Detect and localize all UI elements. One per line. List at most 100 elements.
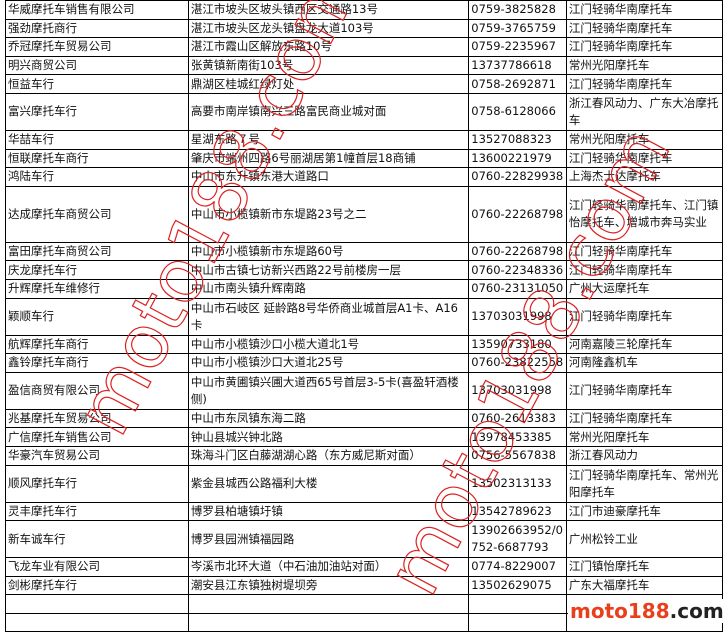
brand-cell: 河南隆鑫机车 [565, 353, 723, 373]
brand-cell: 江门轻骑华南摩托车 [565, 148, 723, 169]
table-row: 航辉摩托车商行 中山市小榄镇沙口小榄大道北1号 13590733180 河南嘉陵三轮摩… [5, 334, 723, 355]
dealer-name-cell: 盈信商贸有限公司 [5, 371, 189, 410]
table-row: 恒联摩托车商行 肇庆市端州四路6号丽湖居第1幢首层18商铺 13600221979 江… [5, 148, 723, 169]
brand-cell: 江门轻骑华南摩托车 [565, 37, 723, 57]
address-cell: 中山市小榄镇新市东堤路23号之二 [187, 185, 470, 243]
phone-cell: 0760-23131050 [468, 278, 567, 299]
table-row: 强劲摩托商行 湛江市坡头区龙头镇盘龙大道103号 0759-3765759 江门轻骑华… [5, 18, 723, 39]
phone-cell: 0759-2235967 [468, 37, 567, 57]
dealer-name-cell: 华威摩托车销售有限公司 [5, 0, 189, 20]
dealer-name-cell: 达成摩托车商贸公司 [5, 185, 189, 243]
brand-cell: 江门轻骑华南摩托车 [565, 260, 723, 280]
dealer-name-cell: 华喆车行 [5, 129, 189, 150]
dealer-name-cell: 航辉摩托车商行 [5, 334, 189, 355]
dealer-name-cell: 剑彬摩托车行 [5, 575, 189, 596]
dealer-name-cell: 颖顺车行 [5, 297, 189, 336]
brand-cell: 江门轻骑华南摩托车 [565, 241, 723, 262]
dealer-name-cell: 鸿陆车行 [5, 167, 189, 187]
table-row: 飞龙车业有限公司 岑溪市北环大道（中石油加油站对面） 0774-8229007 江门镇… [5, 557, 723, 577]
brand-cell: 江门市迪豪摩托车 [565, 501, 723, 522]
dealer-name-cell: 富田摩托车商贸公司 [5, 241, 189, 262]
table-row: 盈信商贸有限公司 中山市黄圃镇兴圃大道西65号首层3-5卡(喜盈轩酒楼侧) 1370… [5, 371, 723, 410]
table-row: 鑫铃摩托车商行 中山市小榄镇沙口大道北25号 0760-23822558 河南隆鑫机车 [5, 353, 723, 373]
address-cell: 中山市黄圃镇兴圃大道西65号首层3-5卡(喜盈轩酒楼侧) [187, 371, 470, 410]
brand-cell: 浙江春风动力、广东大冶摩托车 [565, 92, 723, 131]
address-cell: 肇庆市端州四路6号丽湖居第1幢首层18商铺 [187, 148, 470, 169]
brand-cell: 广东大福摩托车 [565, 575, 723, 596]
table-row: 顺风摩托车行 紫金县城西公路福利大楼 13502313133 江门轻骑华南摩托车、常州… [5, 464, 723, 503]
brand-cell: 江门轻骑华南摩托车 [565, 371, 723, 410]
dealer-name-cell: 恒联摩托车商行 [5, 148, 189, 169]
dealer-name-cell: 飞龙车业有限公司 [5, 557, 189, 577]
address-cell: 中山市东凤镇东海二路 [187, 408, 470, 429]
phone-cell: 0758-2692871 [468, 74, 567, 94]
phone-cell [468, 594, 567, 614]
dealer-name-cell: 灵丰摩托车行 [5, 501, 189, 522]
brand-cell: 江门镇怡摩托车 [565, 557, 723, 577]
address-cell [187, 594, 470, 614]
phone-cell: 13703031998 [468, 371, 567, 410]
table-row: 明兴商贸公司 张黄镇新南街103号 13737786618 常州光阳摩托车 [5, 55, 723, 76]
brand-cell: 上海杰士达摩托车 [565, 167, 723, 187]
phone-cell: 0759-3765759 [468, 18, 567, 39]
table-row: 华威摩托车销售有限公司 湛江市坡头区坡头镇西区交通路13号 0759-3825828… [5, 0, 723, 20]
brand-cell: 河南嘉陵三轮摩托车 [565, 334, 723, 355]
table-row: 新车诚车行 博罗县园洲镇福园路 13902663952/0752-6687793 广州… [5, 520, 723, 559]
table-row: 灵丰摩托车行 博罗县柏塘镇圩镇 13542789623 江门市迪豪摩托车 [5, 501, 723, 522]
dealer-name-cell: 鑫铃摩托车商行 [5, 353, 189, 373]
address-cell: 鼎湖区桂城红绿灯处 [187, 74, 470, 94]
address-cell: 高要市南岸镇南兴三路富民商业城对面 [187, 92, 470, 131]
address-cell: 湛江市霞山区解放东路10号 [187, 37, 470, 57]
table-row: 剑彬摩托车行 潮安县江东镇独树堤坝旁 13502629075 广东大福摩托车 [5, 575, 723, 596]
brand-cell: 常州光阳摩托车 [565, 427, 723, 447]
phone-cell: 13978453385 [468, 427, 567, 447]
phone-cell: 0760-22829938 [468, 167, 567, 187]
phone-cell: 0760-22268798 [468, 185, 567, 243]
address-cell: 中山市小榄镇新市东堤路60号 [187, 241, 470, 262]
phone-cell: 0759-3825828 [468, 0, 567, 20]
table-row: 庆龙摩托车行 中山市古镇七访新兴西路22号前楼房一层 0760-22348336 江门… [5, 260, 723, 280]
brand-cell: 常州光阳摩托车 [565, 129, 723, 150]
dealer-name-cell: 庆龙摩托车行 [5, 260, 189, 280]
dealer-name-cell: 富兴摩托车行 [5, 92, 189, 131]
table-row: 华豪汽车贸易公司 珠海斗门区白藤湖湖心路（东方威尼斯对面） 0756-5567838… [5, 445, 723, 466]
phone-cell: 13527088323 [468, 129, 567, 150]
phone-cell: 0760-23822558 [468, 353, 567, 373]
phone-cell: 0756-5567838 [468, 445, 567, 466]
address-cell: 博罗县柏塘镇圩镇 [187, 501, 470, 522]
table-row: 华喆车行 星湖东路７号 13527088323 常州光阳摩托车 [5, 129, 723, 150]
phone-cell: 13737786618 [468, 55, 567, 76]
brand-cell: 江门轻骑华南摩托车 [565, 74, 723, 94]
logo-suffix: .com [669, 599, 723, 623]
address-cell: 星湖东路７号 [187, 129, 470, 150]
logo-brand: moto188 [570, 599, 670, 623]
dealer-name-cell: 明兴商贸公司 [5, 55, 189, 76]
phone-cell: 13590733180 [468, 334, 567, 355]
address-cell: 钟山县城兴钟北路 [187, 427, 470, 447]
address-cell [187, 612, 470, 632]
address-cell: 潮安县江东镇独树堤坝旁 [187, 575, 470, 596]
phone-cell: 0760-22348336 [468, 260, 567, 280]
phone-cell: 13502629075 [468, 575, 567, 596]
table-row: 富兴摩托车行 高要市南岸镇南兴三路富民商业城对面 0758-6128066 浙江春风动… [5, 92, 723, 131]
brand-cell: 江门轻骑华南摩托车 [565, 0, 723, 20]
table-row: 鸿陆车行 中山市东升镇东港大道路口 0760-22829938 上海杰士达摩托车 [5, 167, 723, 187]
address-cell: 湛江市坡头区龙头镇盘龙大道103号 [187, 18, 470, 39]
dealer-name-cell [5, 594, 189, 614]
phone-cell: 13542789623 [468, 501, 567, 522]
table-row: 广信摩托车销售公司 钟山县城兴钟北路 13978453385 常州光阳摩托车 [5, 427, 723, 447]
brand-cell: 江门轻骑华南摩托车 [565, 408, 723, 429]
dealer-name-cell: 恒益车行 [5, 74, 189, 94]
phone-cell: 0760-22268798 [468, 241, 567, 262]
brand-cell: 广州松铃工业 [565, 520, 723, 559]
address-cell: 中山市石岐区 延龄路8号华侨商业城首层A1卡、A16卡 [187, 297, 470, 336]
site-logo: moto188.com [568, 599, 723, 623]
phone-cell [468, 612, 567, 632]
address-cell: 中山市小榄镇沙口小榄大道北1号 [187, 334, 470, 355]
brand-cell: 浙江春风动力 [565, 445, 723, 466]
brand-cell: 常州光阳摩托车 [565, 55, 723, 76]
address-cell: 中山市南头镇升辉南路 [187, 278, 470, 299]
dealer-name-cell [5, 612, 189, 632]
address-cell: 湛江市坡头区坡头镇西区交通路13号 [187, 0, 470, 20]
address-cell: 紫金县城西公路福利大楼 [187, 464, 470, 503]
